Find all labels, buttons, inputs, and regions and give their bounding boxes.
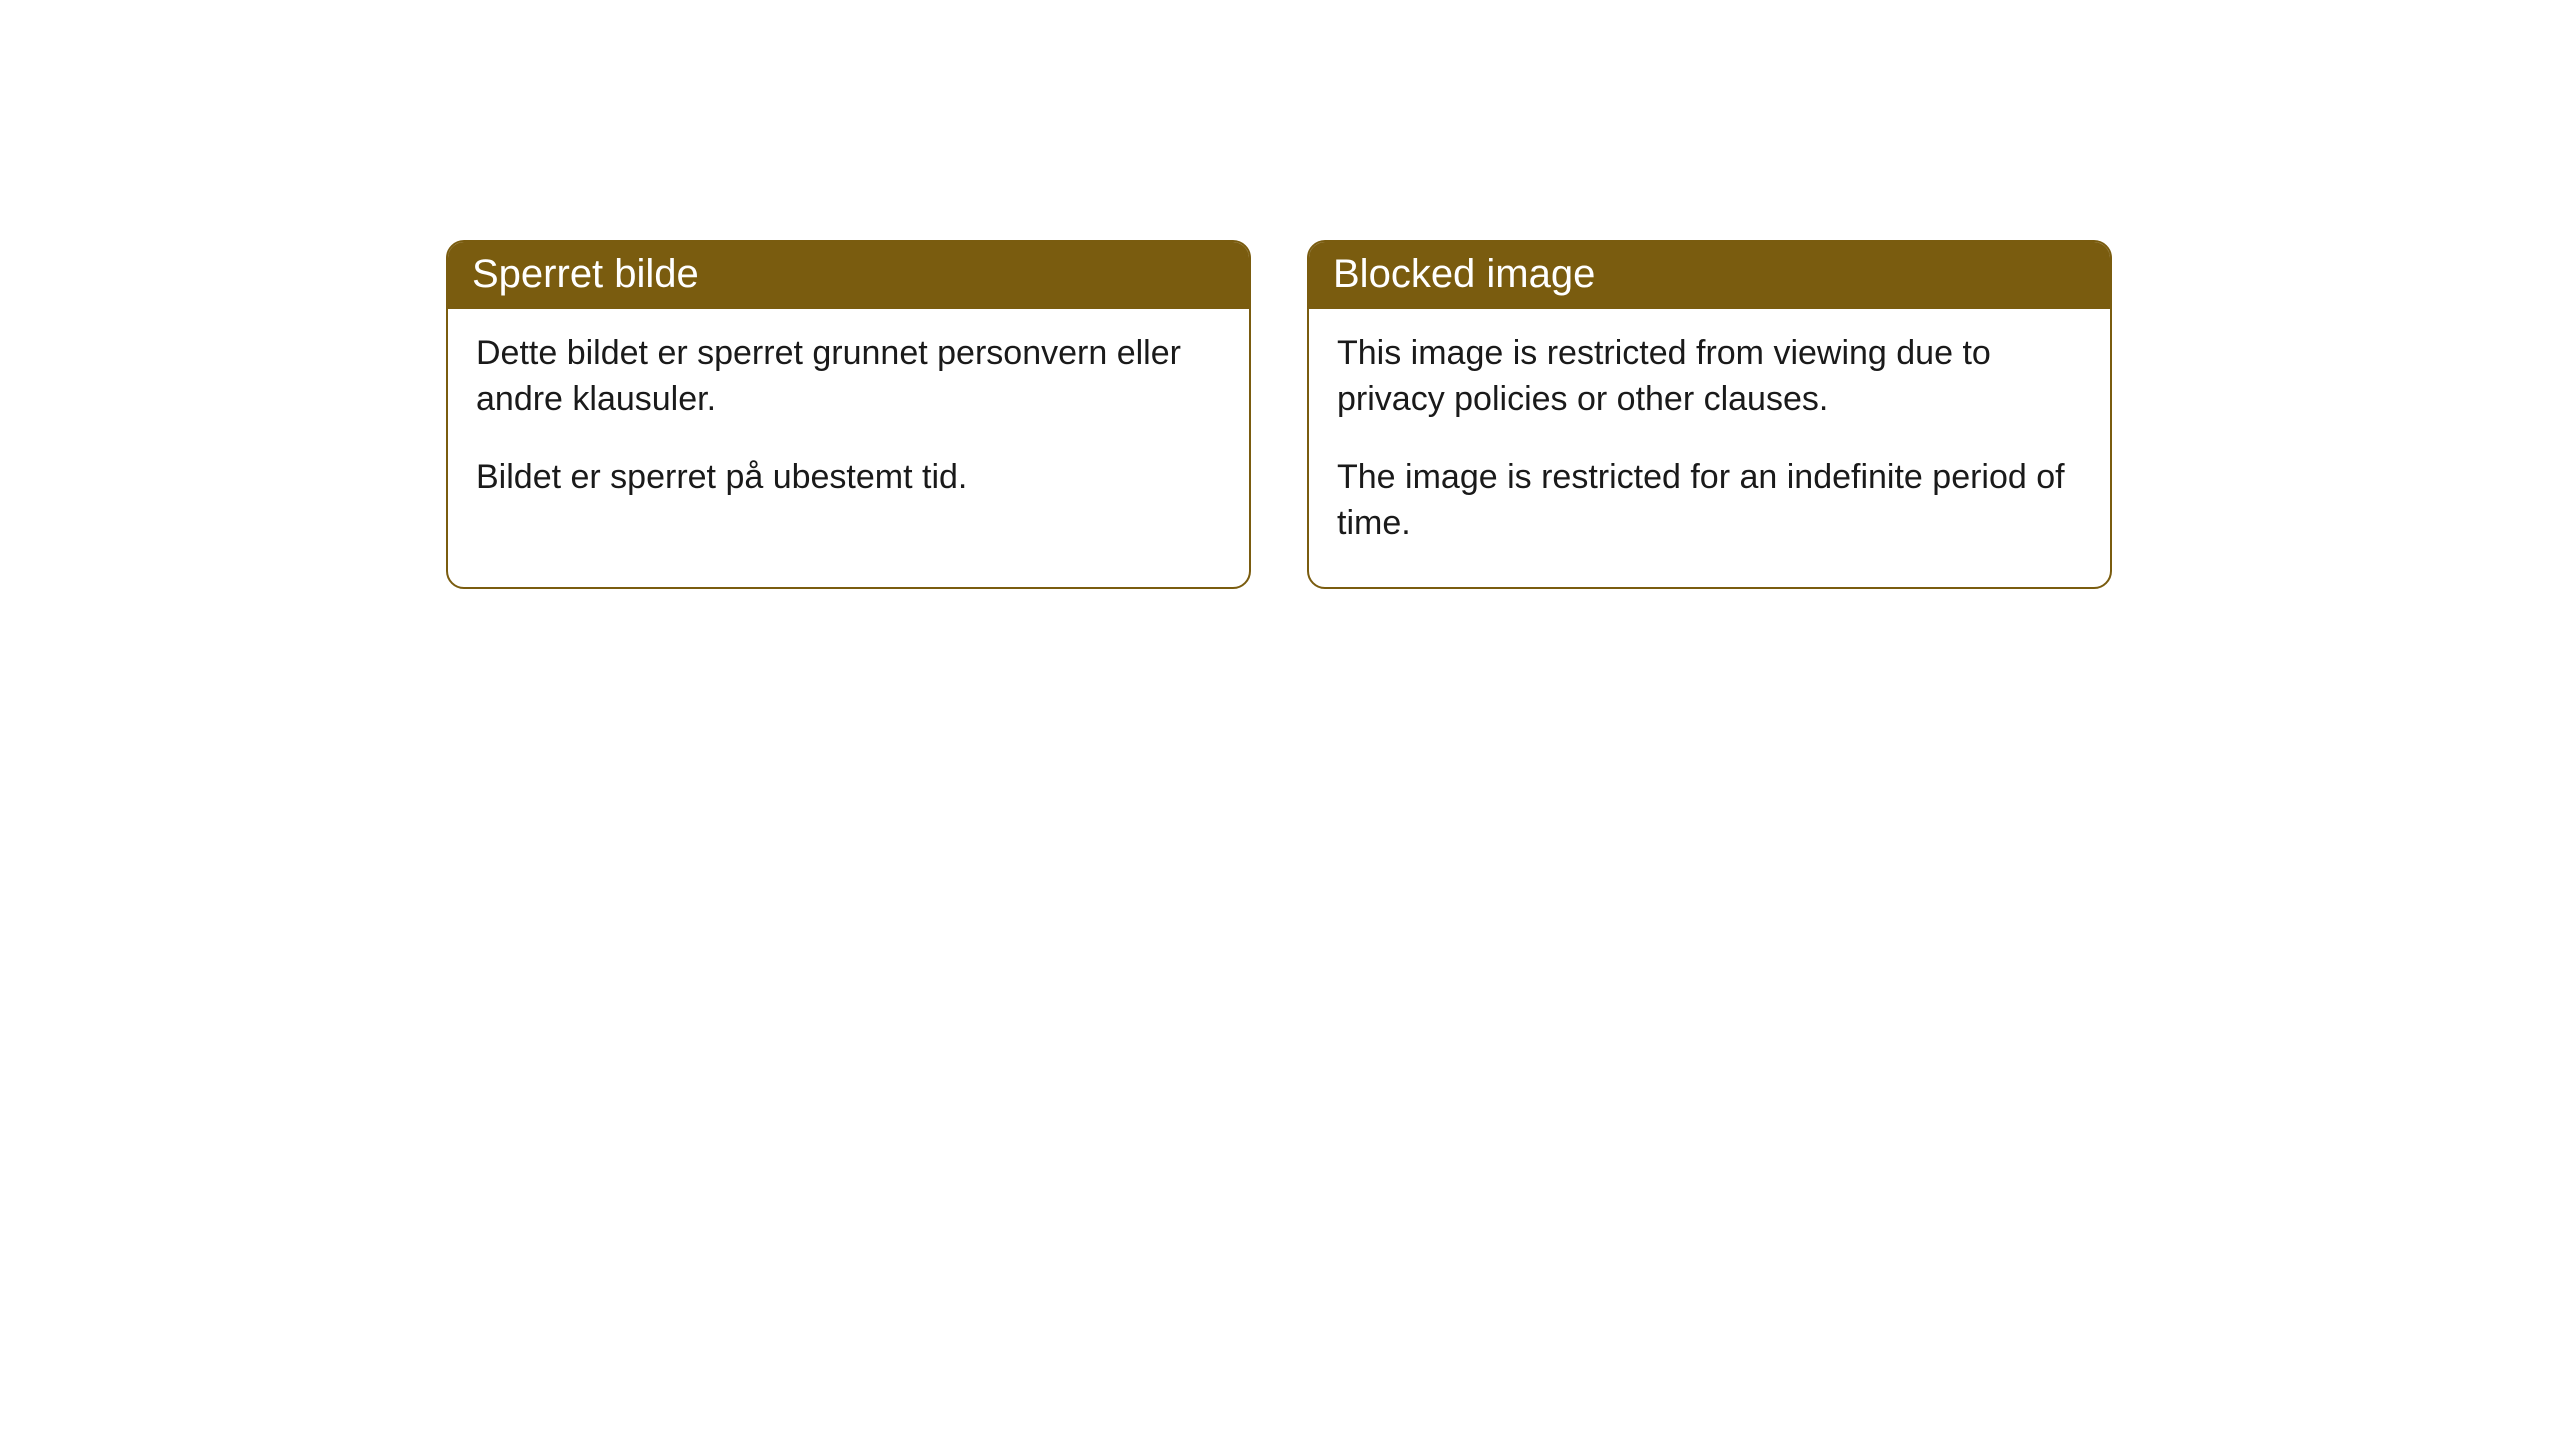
card-body-en: This image is restricted from viewing du… [1309,309,2110,587]
card-text-no-2: Bildet er sperret på ubestemt tid. [476,455,1221,501]
card-text-en-2: The image is restricted for an indefinit… [1337,455,2082,547]
card-body-no: Dette bildet er sperret grunnet personve… [448,309,1249,541]
blocked-image-card-en: Blocked image This image is restricted f… [1307,240,2112,589]
card-header-en: Blocked image [1309,242,2110,309]
card-header-no: Sperret bilde [448,242,1249,309]
notice-cards-container: Sperret bilde Dette bildet er sperret gr… [0,0,2560,589]
blocked-image-card-no: Sperret bilde Dette bildet er sperret gr… [446,240,1251,589]
card-text-en-1: This image is restricted from viewing du… [1337,331,2082,423]
card-text-no-1: Dette bildet er sperret grunnet personve… [476,331,1221,423]
